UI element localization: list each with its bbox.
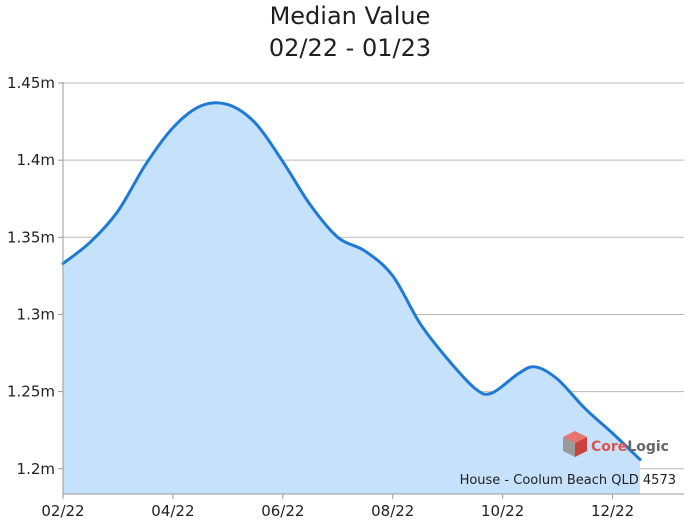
chart-annotation: House - Coolum Beach QLD 4573	[460, 473, 676, 488]
cube-logo-icon	[563, 431, 587, 457]
x-tick-label: 02/22	[41, 502, 84, 520]
series-line	[61, 101, 642, 462]
brand-name: CoreLogic	[591, 439, 669, 455]
y-tick-label: 1.35m	[7, 228, 55, 246]
axes	[62, 82, 684, 495]
y-tick-label: 1.4m	[17, 151, 55, 169]
y-tick-labels: 1.2m 1.25m 1.3m 1.35m 1.4m 1.45m	[7, 74, 55, 478]
x-tick-label: 12/22	[591, 502, 634, 520]
x-tick-label: 10/22	[481, 502, 524, 520]
x-tick-label: 06/22	[261, 502, 304, 520]
x-tick-label: 04/22	[151, 502, 194, 520]
area-fill	[63, 102, 641, 495]
chart-subtitle: 02/22 - 01/23	[268, 34, 432, 62]
x-tick-label: 08/22	[371, 502, 414, 520]
y-tick-label: 1.2m	[17, 460, 55, 478]
y-tick-label: 1.3m	[17, 305, 55, 323]
brand-name-logic: Logic	[627, 439, 669, 455]
plot-area	[61, 101, 642, 495]
corelogic-logo: CoreLogic	[563, 431, 669, 457]
chart-title: Median Value	[269, 2, 431, 30]
brand-name-core: Core	[591, 439, 627, 455]
y-tick-label: 1.45m	[7, 74, 55, 92]
x-tick-labels: 02/22 04/22 06/22 08/22 10/22 12/22	[41, 502, 634, 520]
y-tick-label: 1.25m	[7, 383, 55, 401]
